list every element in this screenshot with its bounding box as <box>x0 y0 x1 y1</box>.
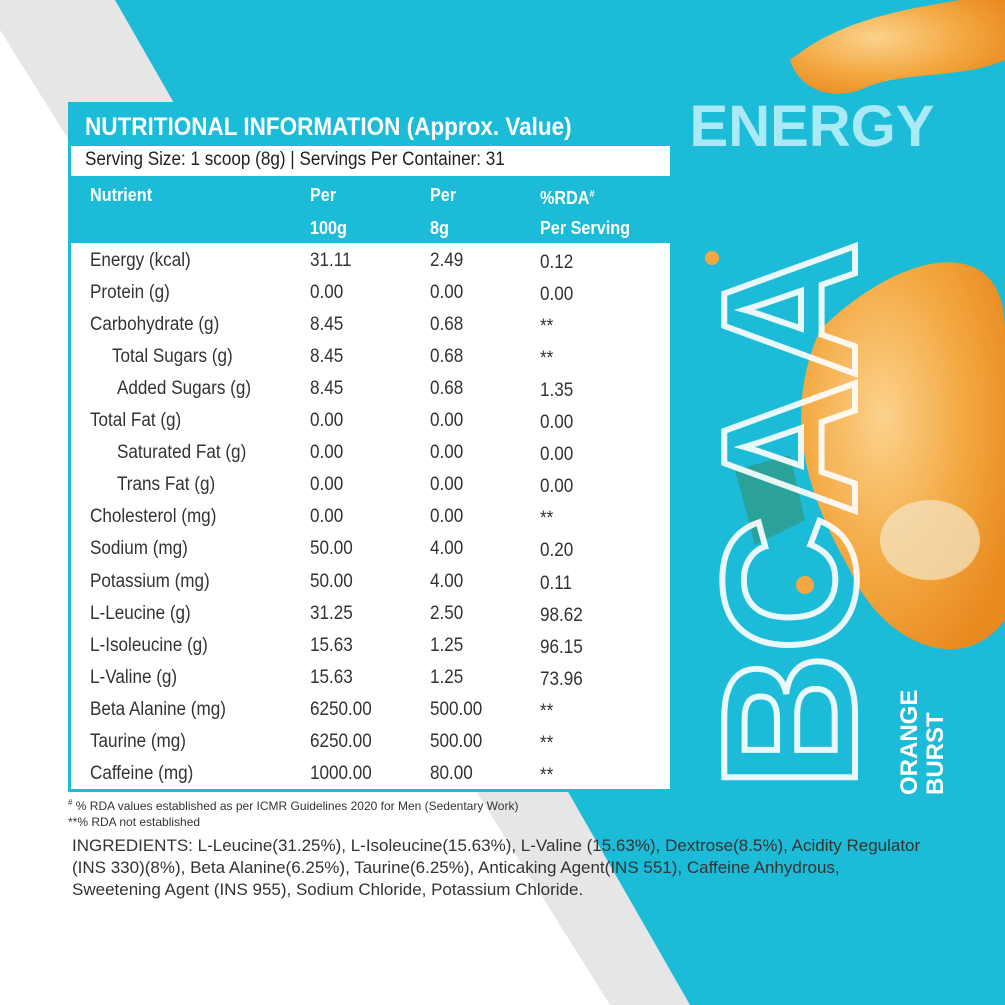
nutrient-value: 500.00 <box>430 730 483 752</box>
nutrient-value: ** <box>540 700 554 722</box>
nutrient-value: 0.68 <box>430 346 464 368</box>
ingredients-line: (INS 330)(8%), Beta Alanine(6.25%), Taur… <box>72 858 840 877</box>
nutrient-name: Protein (g) <box>90 282 170 304</box>
footnote-text: % RDA values established as per ICMR Gui… <box>75 799 519 813</box>
nutrient-value: 15.63 <box>310 634 353 656</box>
nutrient-value: 0.00 <box>540 444 574 466</box>
nutrient-value: ** <box>540 508 554 530</box>
nutrient-name: Potassium (mg) <box>90 570 210 592</box>
nutrient-value: 2.50 <box>430 602 464 624</box>
nutrient-value: 0.00 <box>310 474 344 496</box>
nutrient-value: 500.00 <box>430 698 483 720</box>
product-name: BCAA <box>684 241 896 790</box>
nutrient-value: 0.00 <box>430 506 464 528</box>
header-bar <box>71 176 670 243</box>
nutrient-value: 0.00 <box>430 442 464 464</box>
nutrient-name: Caffeine (mg) <box>90 762 194 784</box>
nutrient-value: 73.96 <box>540 668 583 690</box>
nutrient-value: 6250.00 <box>310 730 372 752</box>
column-header: 100g <box>310 218 347 238</box>
nutrient-name: Carbohydrate (g) <box>90 314 220 336</box>
nutrient-value: 0.00 <box>310 410 344 432</box>
nutrient-name: L-Leucine (g) <box>90 602 191 624</box>
column-header: Per <box>430 185 457 205</box>
tagline: ENERGY <box>690 94 935 159</box>
nutrient-name: Saturated Fat (g) <box>117 442 247 464</box>
nutrient-name: Trans Fat (g) <box>117 474 216 496</box>
nutrient-value: 0.00 <box>540 476 574 498</box>
column-header: Per <box>310 185 337 205</box>
nutrient-value: 31.11 <box>310 250 352 271</box>
nutrient-value: ** <box>540 764 554 786</box>
footnote: **% RDA not established <box>68 815 201 829</box>
nutrient-value: ** <box>540 732 554 754</box>
nutrition-panel: NUTRITIONAL INFORMATION (Approx. Value) … <box>68 102 673 792</box>
nutrient-value: 2.49 <box>430 250 464 271</box>
nutrient-value: 0.20 <box>540 540 574 562</box>
column-header: Nutrient <box>90 185 153 205</box>
nutrient-value: 50.00 <box>310 538 353 560</box>
nutrient-name: Total Fat (g) <box>90 410 182 432</box>
ingredients-line: INGREDIENTS: L-Leucine(31.25%), L-Isoleu… <box>72 836 921 855</box>
column-header: Per Serving <box>540 218 631 238</box>
nutrient-value: 0.12 <box>540 252 574 273</box>
column-header: %RDA# <box>540 188 595 208</box>
footnote-mark: # <box>68 798 73 807</box>
nutrient-value: 0.11 <box>540 572 573 594</box>
nutrient-value: 0.00 <box>310 282 344 304</box>
nutrient-value: 8.45 <box>310 314 344 336</box>
nutrient-name: Energy (kcal) <box>90 250 191 271</box>
nutrient-value: 0.68 <box>430 378 464 400</box>
nutrient-value: 15.63 <box>310 666 353 688</box>
nutrient-value: 0.00 <box>430 282 464 304</box>
ingredients: INGREDIENTS: L-Leucine(31.25%), L-Isoleu… <box>72 835 920 901</box>
panel-title: NUTRITIONAL INFORMATION (Approx. Value) <box>85 113 572 141</box>
nutrient-value: 0.00 <box>310 506 344 528</box>
nutrient-value: 96.15 <box>540 636 583 658</box>
title-bar <box>71 105 670 146</box>
nutrient-value: 0.00 <box>310 442 344 464</box>
nutrient-name: L-Valine (g) <box>90 666 178 688</box>
nutrient-value: 98.62 <box>540 604 583 626</box>
nutrient-value: 8.45 <box>310 346 344 368</box>
nutrient-value: 0.00 <box>540 284 574 306</box>
nutrient-value: 4.00 <box>430 538 464 560</box>
nutrient-name: Beta Alanine (mg) <box>90 698 226 720</box>
nutrient-value: 0.00 <box>540 412 574 434</box>
nutrient-value: 1000.00 <box>310 762 372 784</box>
serving-info: Serving Size: 1 scoop (8g) | Servings Pe… <box>85 149 505 170</box>
nutrient-name: Cholesterol (mg) <box>90 506 217 528</box>
nutrient-value: 1.25 <box>430 666 464 688</box>
flavor: BURST <box>922 712 949 795</box>
nutrient-value: 50.00 <box>310 570 353 592</box>
nutrient-name: L-Isoleucine (g) <box>90 634 208 656</box>
ingredients-line: Sweetening Agent (INS 955), Sodium Chlor… <box>72 880 584 899</box>
nutrient-value: 8.45 <box>310 378 344 400</box>
nutrient-value: 0.00 <box>430 474 464 496</box>
column-header: 8g <box>430 218 449 238</box>
nutrient-value: 0.00 <box>430 410 464 432</box>
nutrient-value: ** <box>540 348 554 370</box>
nutrient-value: 80.00 <box>430 762 473 784</box>
nutrient-name: Taurine (mg) <box>90 730 186 752</box>
nutrient-name: Sodium (mg) <box>90 538 188 560</box>
nutrient-value: 1.25 <box>430 634 464 656</box>
footnote: # % RDA values established as per ICMR G… <box>68 798 518 813</box>
nutrient-name: Total Sugars (g) <box>112 346 233 368</box>
nutrient-value: 0.68 <box>430 314 464 336</box>
flavor: ORANGE <box>896 690 923 795</box>
nutrient-name: Added Sugars (g) <box>117 378 252 400</box>
nutrient-value: 31.25 <box>310 602 353 624</box>
nutrient-value: ** <box>540 316 554 338</box>
rda-mark: # <box>589 189 595 200</box>
nutrient-value: 4.00 <box>430 570 464 592</box>
nutrient-value: 1.35 <box>540 380 574 402</box>
nutrient-value: 6250.00 <box>310 698 372 720</box>
